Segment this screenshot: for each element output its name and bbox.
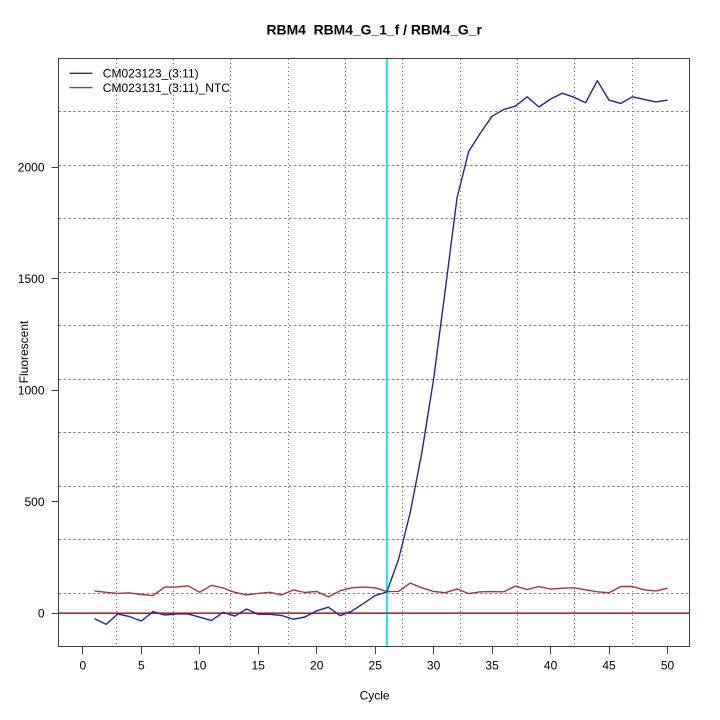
svg-text:RBM4 RBM4_G_1_f / RBM4_G_r: RBM4 RBM4_G_1_f / RBM4_G_r — [267, 22, 483, 38]
svg-text:0: 0 — [79, 659, 86, 673]
svg-text:1500: 1500 — [18, 272, 45, 286]
svg-text:30: 30 — [427, 659, 441, 673]
svg-text:20: 20 — [310, 659, 324, 673]
svg-text:10: 10 — [193, 659, 207, 673]
svg-text:0: 0 — [38, 606, 45, 620]
svg-text:CM023131_(3:11)_NTC: CM023131_(3:11)_NTC — [103, 81, 231, 95]
svg-text:Cycle: Cycle — [360, 689, 390, 703]
svg-text:500: 500 — [24, 495, 44, 509]
svg-text:CM023123_(3:11): CM023123_(3:11) — [103, 67, 199, 81]
svg-text:40: 40 — [544, 659, 558, 673]
svg-text:2000: 2000 — [18, 160, 45, 174]
svg-text:50: 50 — [661, 659, 675, 673]
svg-text:Fluorescent: Fluorescent — [17, 320, 31, 383]
svg-text:1000: 1000 — [18, 383, 45, 397]
svg-text:35: 35 — [485, 659, 499, 673]
svg-text:15: 15 — [252, 659, 266, 673]
svg-text:5: 5 — [138, 659, 145, 673]
svg-text:25: 25 — [369, 659, 383, 673]
svg-text:45: 45 — [602, 659, 616, 673]
